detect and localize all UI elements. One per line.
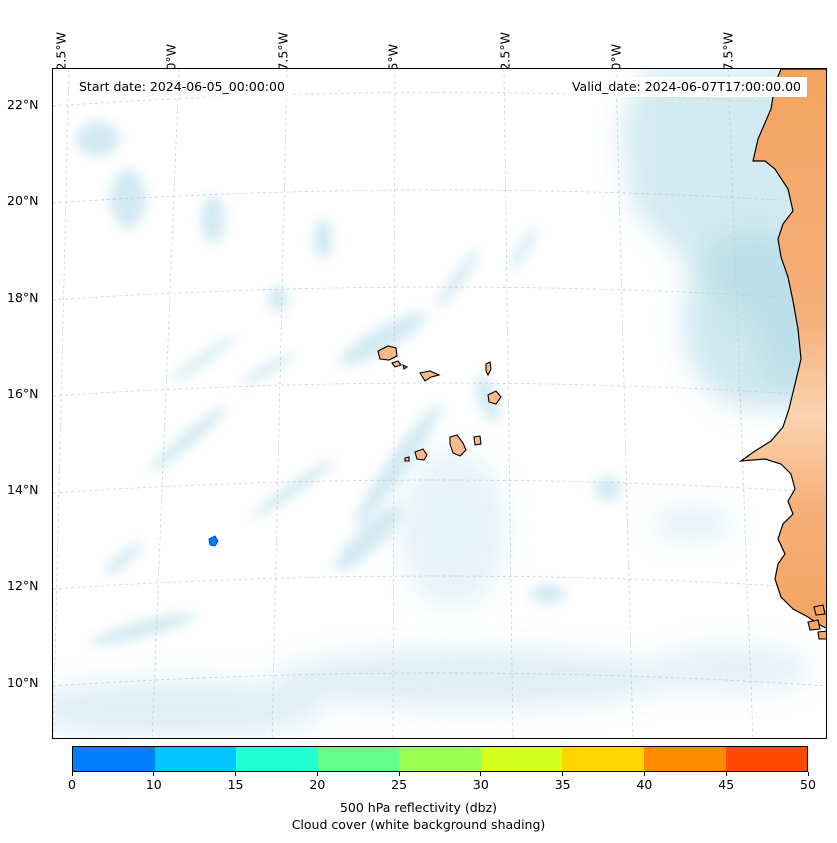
colorbar-tick-mark: [398, 772, 400, 776]
island-brava: [404, 456, 410, 462]
island-santa-luzia: [402, 363, 409, 370]
lat-label-14n: 14°N: [7, 482, 39, 497]
reflectivity-colorbar: [72, 746, 808, 772]
lat-label-22n: 22°N: [7, 97, 39, 112]
island-fogo: [414, 448, 428, 461]
colorbar-segment: [317, 747, 400, 771]
island-maio: [473, 435, 482, 446]
colorbar-tick-mark: [725, 772, 727, 776]
colorbar-tick-label: 40: [636, 777, 653, 792]
colorbar-tick-mark: [235, 772, 237, 776]
island-sal: [485, 361, 492, 377]
colorbar-segment: [236, 747, 318, 771]
map-canvas: [53, 69, 826, 738]
cloud-cover-shading: [53, 69, 826, 738]
lat-label-10n: 10°N: [7, 675, 39, 690]
lat-label-20n: 20°N: [7, 193, 39, 208]
colorbar-tick-label: 30: [472, 777, 489, 792]
island-santiago: [449, 434, 467, 457]
colorbar-tick-label: 35: [554, 777, 571, 792]
colorbar-tick-label: 15: [227, 777, 244, 792]
colorbar-segment: [480, 747, 563, 771]
colorbar-tick-label: 20: [309, 777, 326, 792]
colorbar-tick-mark: [562, 772, 564, 776]
island-santo-antao: [377, 345, 398, 361]
island-boa-vista: [487, 390, 502, 405]
colorbar-segment: [643, 747, 726, 771]
colorbar-tick-label: 45: [718, 777, 735, 792]
colorbar-segment: [725, 747, 808, 771]
west-africa-coastline: [738, 69, 826, 629]
lat-label-18n: 18°N: [7, 290, 39, 305]
map-panel: Start date: 2024-06-05_00:00:00 Valid_da…: [52, 68, 827, 739]
lat-label-16n: 16°N: [7, 386, 39, 401]
colorbar-tick-mark: [316, 772, 318, 776]
colorbar-segment: [399, 747, 481, 771]
coastal-islands: [807, 604, 826, 640]
colorbar-title: 500 hPa reflectivity (dbz): [339, 800, 498, 815]
island-sao-nicolau: [419, 370, 441, 382]
colorbar-tick-label: 10: [145, 777, 162, 792]
reflectivity-echo: [208, 535, 219, 547]
colorbar-tick-mark: [480, 772, 482, 776]
colorbar-tick-mark: [643, 772, 645, 776]
colorbar-subtitle: Cloud cover (white background shading): [291, 817, 546, 832]
colorbar-tick-mark: [807, 772, 809, 776]
longitude-labels: 32.5°W 30°W 27.5°W 25°W 22.5°W 20°W 17.5…: [0, 0, 837, 78]
colorbar-tick-label: 50: [800, 777, 816, 792]
valid-date-label: Valid_date: 2024-06-07T17:00:00.00: [565, 77, 807, 97]
colorbar-segment: [154, 747, 237, 771]
colorbar-tick-label: 0: [68, 777, 76, 792]
colorbar-tick-mark: [71, 772, 73, 776]
island-sao-vicente: [391, 360, 402, 368]
graticule: [53, 69, 826, 738]
colorbar-tick-label: 25: [391, 777, 408, 792]
colorbar-segment: [73, 747, 155, 771]
lat-label-12n: 12°N: [7, 578, 39, 593]
cape-verde-islands: [377, 345, 502, 462]
start-date-label: Start date: 2024-06-05_00:00:00: [73, 77, 291, 97]
colorbar-segment: [562, 747, 644, 771]
colorbar-tick-mark: [153, 772, 155, 776]
